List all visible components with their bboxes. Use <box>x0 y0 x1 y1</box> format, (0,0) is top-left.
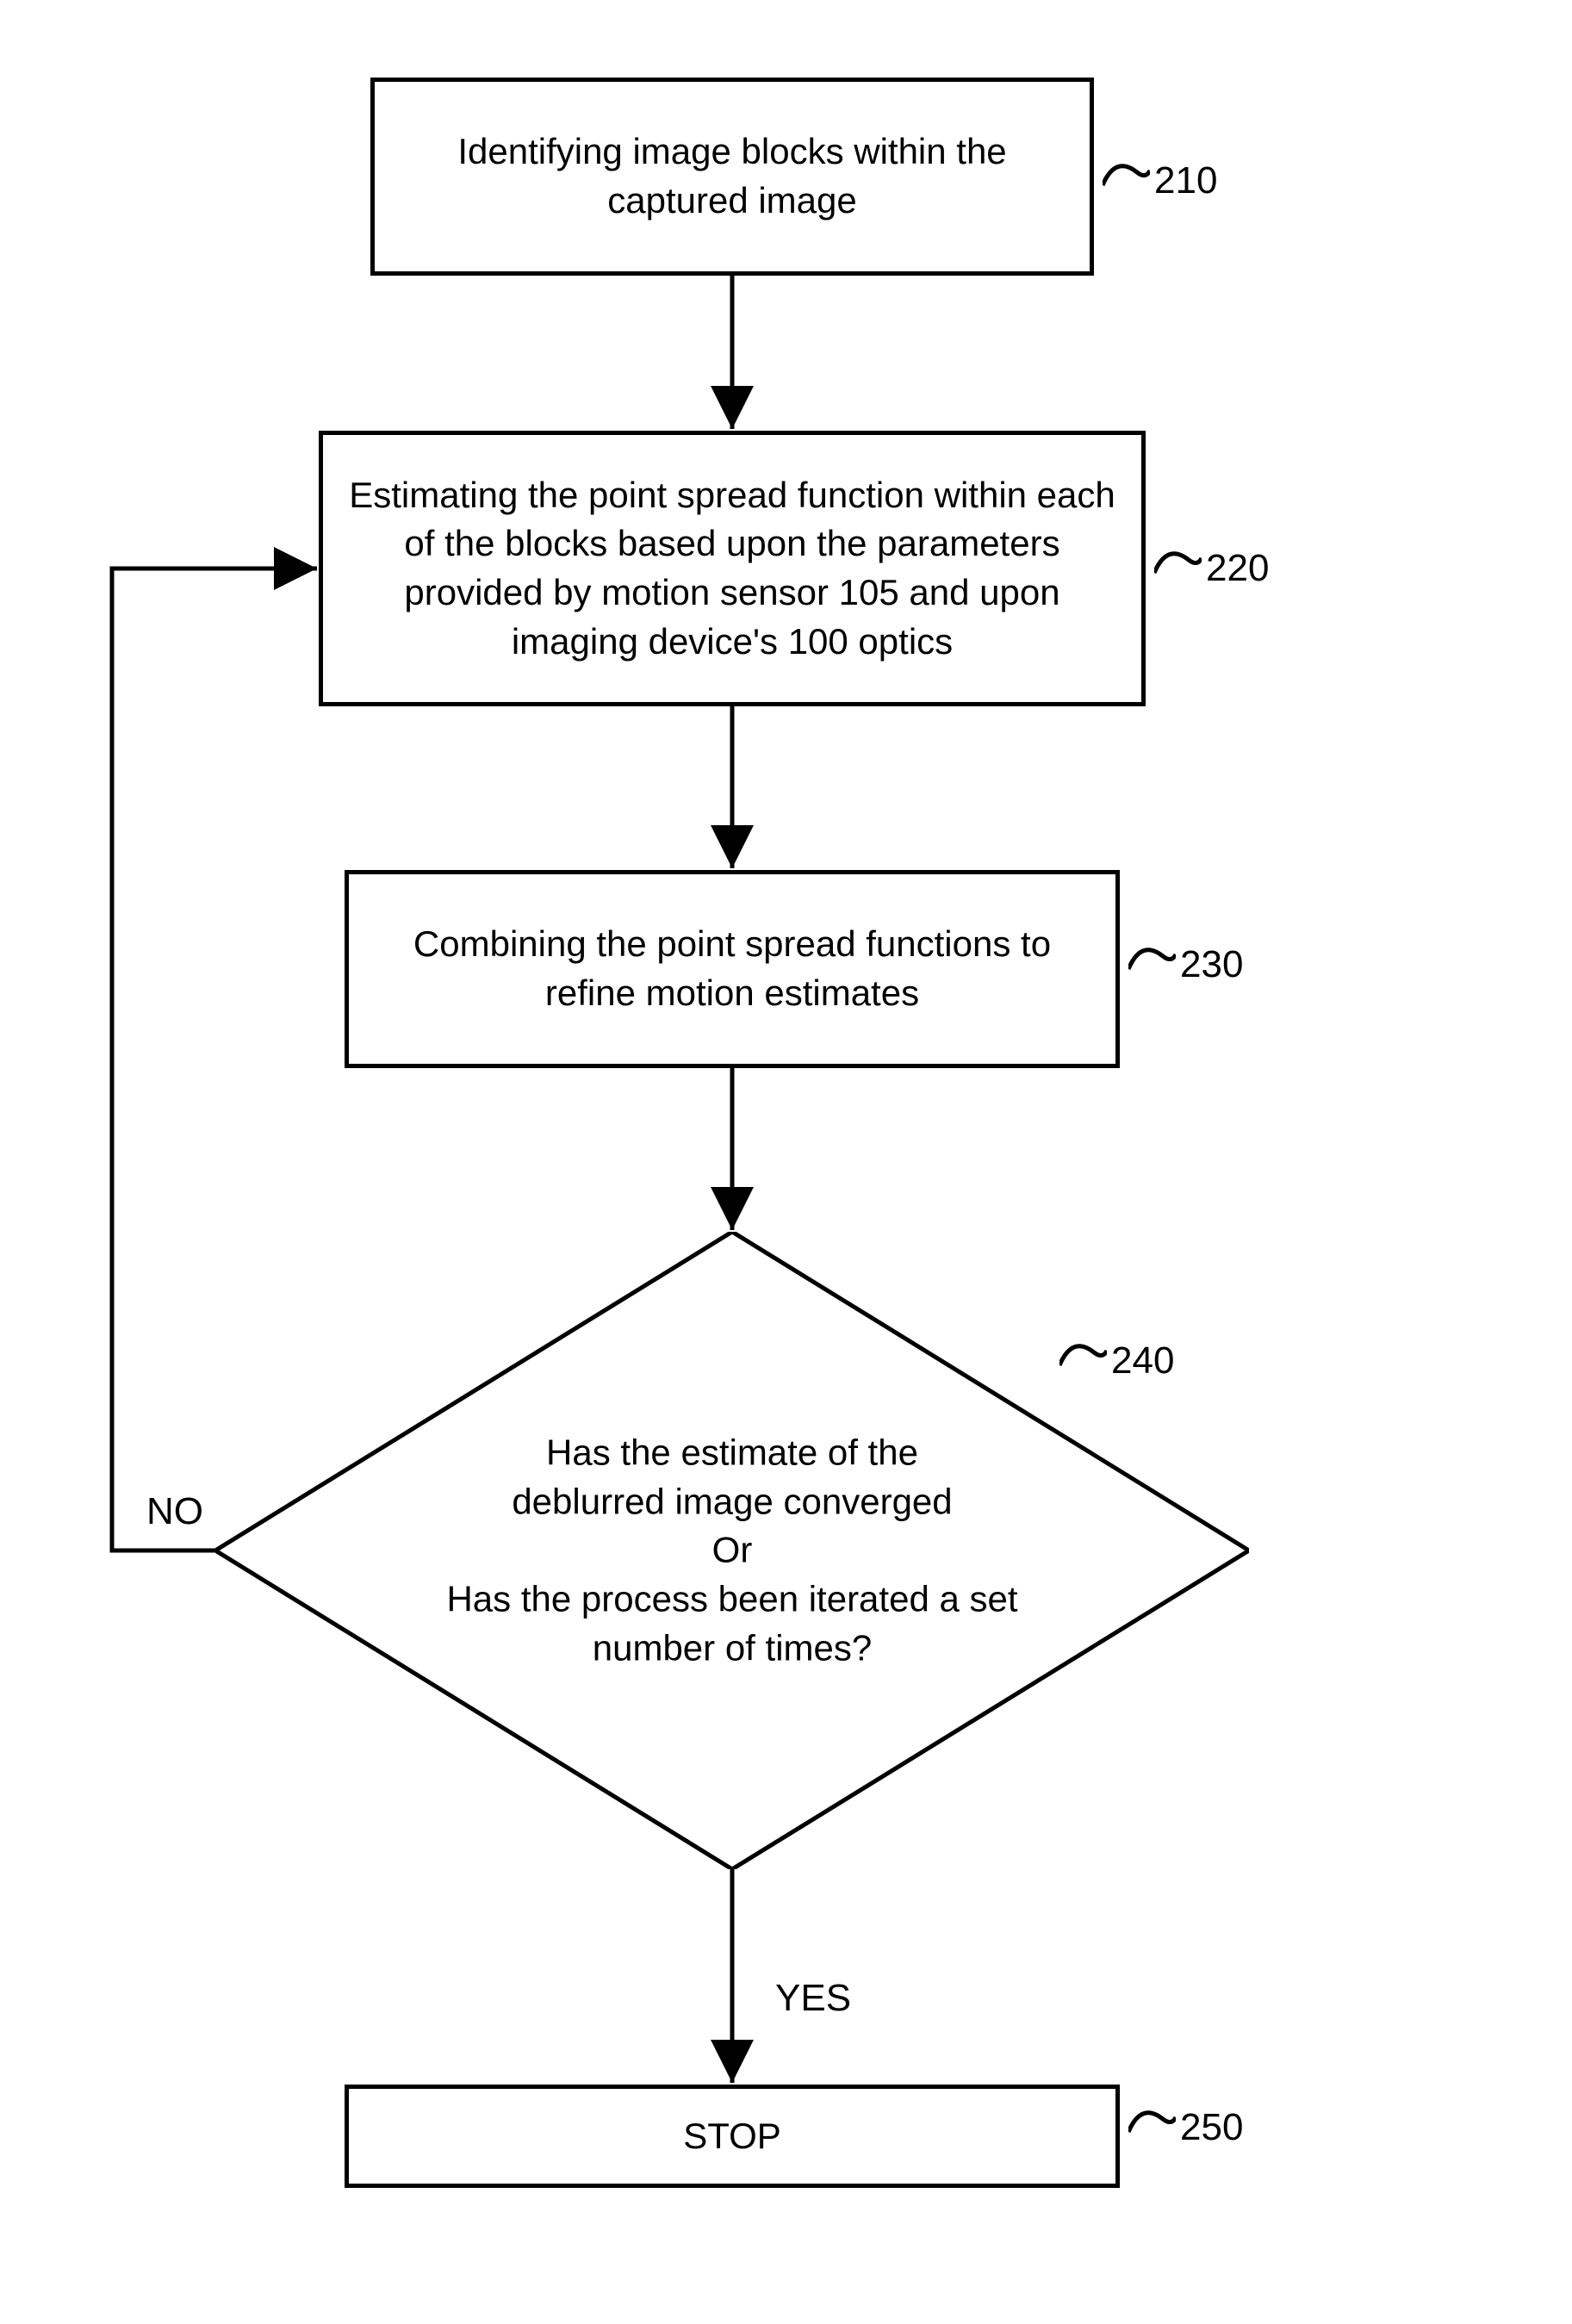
step-stop: STOP <box>345 2085 1120 2188</box>
ref-hook <box>1154 543 1202 577</box>
step-text: Identifying image blocks within the capt… <box>401 127 1064 225</box>
ref-label-250: 250 <box>1180 2106 1243 2149</box>
ref-label-240: 240 <box>1111 1339 1174 1383</box>
decision-converged: Has the estimate of the deblurred image … <box>215 1232 1249 1869</box>
edge-label-yes: YES <box>775 1977 851 2020</box>
ref-label-220: 220 <box>1206 547 1269 590</box>
step-text: Combining the point spread functions to … <box>375 920 1090 1017</box>
ref-hook <box>1128 939 1176 973</box>
step-identify-blocks: Identifying image blocks within the capt… <box>370 78 1094 276</box>
step-text: Estimating the point spread function wit… <box>349 471 1115 667</box>
ref-hook <box>1059 1335 1107 1370</box>
ref-hook <box>1128 2102 1176 2136</box>
flowchart-canvas: Identifying image blocks within the capt… <box>0 0 1572 2324</box>
ref-label-210: 210 <box>1154 159 1217 202</box>
step-estimate-psf: Estimating the point spread function wit… <box>319 431 1146 706</box>
step-combine-psf: Combining the point spread functions to … <box>345 870 1120 1068</box>
ref-hook <box>1103 155 1150 190</box>
ref-label-230: 230 <box>1180 943 1243 986</box>
step-text: STOP <box>683 2112 781 2161</box>
decision-text: Has the estimate of the deblurred image … <box>370 1428 1094 1672</box>
edge-label-no: NO <box>146 1490 203 1533</box>
